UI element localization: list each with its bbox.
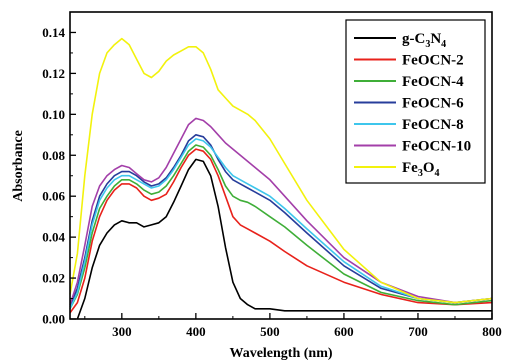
- legend-label: g-C3N4: [402, 31, 446, 50]
- x-tick-label: 400: [186, 324, 206, 339]
- legend: g-C3N4 FeOCN-2 FeOCN-4 FeOCN-6 FeOCN-8 FeOCN-…: [345, 19, 486, 184]
- y-tick-label: 0.14: [42, 25, 65, 40]
- series-line-Fe3O4: [69, 37, 493, 304]
- x-tick-label: 800: [482, 324, 502, 339]
- legend-label: FeOCN-6: [402, 96, 464, 112]
- y-tick-label: 0.00: [42, 312, 65, 327]
- series-line-g-C3N4: [76, 158, 492, 320]
- y-axis-title: Absorbance: [11, 130, 26, 202]
- y-tick-label: 0.02: [42, 271, 65, 286]
- legend-label: Fe3O4: [402, 160, 440, 179]
- y-tick-label: 0.04: [42, 230, 65, 245]
- x-tick-label: 300: [112, 324, 132, 339]
- y-tick-label: 0.08: [42, 148, 65, 163]
- x-tick-label: 500: [260, 324, 280, 339]
- y-tick-label: 0.12: [42, 66, 65, 81]
- series-line-FeOCN-4: [69, 144, 493, 310]
- legend-label: FeOCN-4: [402, 74, 464, 90]
- plot-frame: [69, 11, 493, 320]
- x-tick-label: 700: [408, 324, 428, 339]
- y-tick-label: 0.10: [42, 107, 65, 122]
- series-line-FeOCN-8: [69, 138, 493, 310]
- y-tick-label: 0.06: [42, 189, 65, 204]
- legend-label: FeOCN-10: [402, 139, 471, 155]
- series-line-FeOCN-2: [69, 148, 493, 314]
- x-axis-title: Wavelength (nm): [229, 346, 332, 361]
- series-line-FeOCN-10: [69, 117, 493, 305]
- plot-lines: [69, 37, 493, 320]
- x-tick-label: 600: [334, 324, 354, 339]
- legend-label: FeOCN-8: [402, 117, 464, 133]
- series-line-FeOCN-6: [69, 134, 493, 307]
- legend-label: FeOCN-2: [402, 53, 464, 69]
- axis-ticks: 300 400 500 600 700 800 0.00 0.02 0.04 0.06 0.08 0.…: [42, 25, 502, 339]
